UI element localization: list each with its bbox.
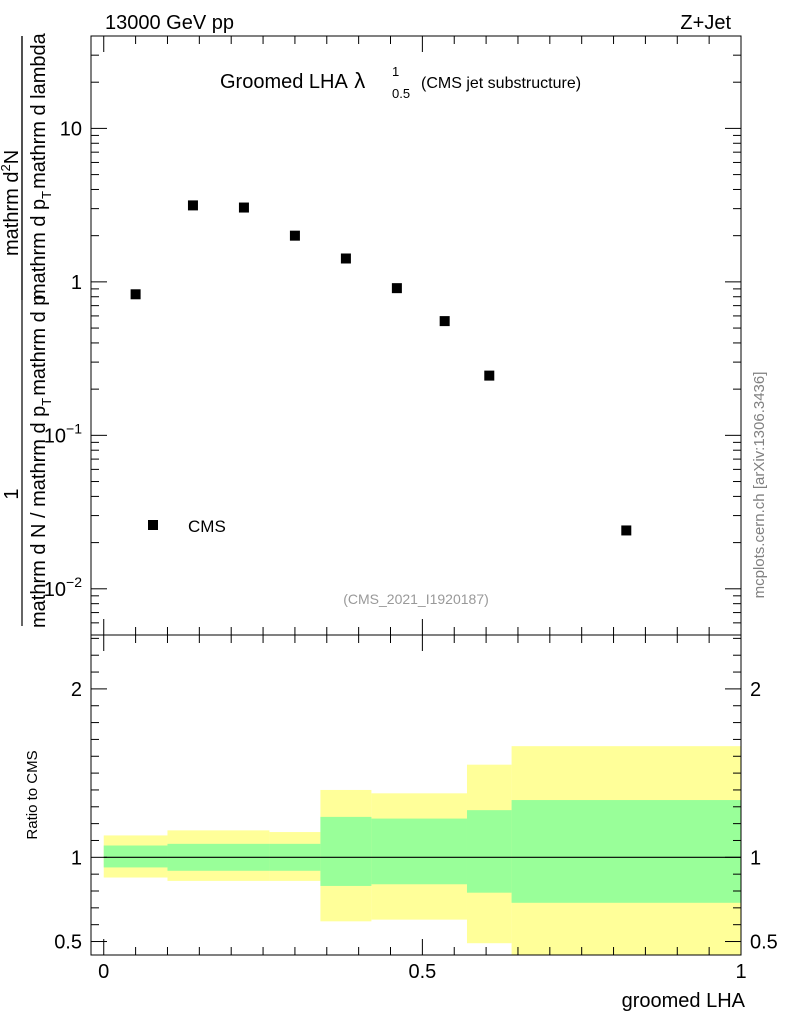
ratio-panel: 2 21 10.5 0.50 0.5 1: [54, 634, 778, 983]
plot-title: Groomed LHA λ: [220, 68, 365, 93]
plot-title-sup: 1: [392, 64, 399, 79]
inner-band-bin: [371, 818, 467, 885]
main-y-axis-label: 1 mathrm d N / mathrm d pTmathrm d p mat…: [0, 32, 54, 628]
y-tick-label: 10−2: [44, 574, 82, 601]
ratio-y-tick-label-left: 2: [71, 679, 82, 701]
ratio-y-label: Ratio to CMS: [24, 750, 41, 839]
x-tick-label: 0.5: [408, 961, 436, 983]
inner-band-bin: [320, 816, 372, 886]
data-point: [621, 525, 632, 536]
analysis-id: (CMS_2021_I1920187): [343, 591, 489, 607]
ratio-ticks: 2 21 10.5 0.50 0.5 1: [54, 635, 778, 983]
ratio-y-tick-label-left: 0.5: [54, 932, 82, 954]
legend-marker: [148, 520, 158, 530]
inner-band-bin: [511, 800, 741, 903]
data-point: [391, 283, 402, 294]
data-point: [340, 253, 351, 264]
plot-title-sub: 0.5: [392, 86, 410, 101]
inner-band-bin: [466, 810, 512, 893]
ratio-y-tick-label-right: 0.5: [750, 932, 778, 954]
main-frame: [90, 35, 742, 636]
main-ticks: 10 1 10−1 10−2: [44, 35, 742, 636]
y-tick-label: 1: [71, 272, 82, 294]
header-left: 13000 GeV pp: [105, 12, 234, 34]
ratio-y-tick-label-right: 1: [750, 847, 761, 869]
main-panel: 10 1 10−1 10−2 CMS (CMS_2021_I1920187): [44, 35, 742, 636]
x-axis-label: groomed LHA: [622, 990, 746, 1012]
y-label-inner-denominator: mathrm d pTmathrm d lambda: [28, 32, 54, 300]
inner-band-bin: [103, 845, 168, 868]
data-point: [238, 202, 249, 213]
y-tick-label: 10: [60, 118, 82, 140]
data-point: [289, 230, 300, 241]
data-point: [484, 370, 495, 381]
data-point: [439, 316, 450, 327]
legend-label: CMS: [188, 517, 226, 536]
ratio-y-tick-label-right: 2: [750, 679, 761, 701]
main-data-points: [130, 200, 632, 536]
y-label-denominator: mathrm d N / mathrm d pTmathrm d p: [28, 295, 54, 628]
header-right: Z+Jet: [680, 12, 731, 34]
y-label-inner-numerator: mathrm d2N: [0, 150, 23, 256]
y-label-numerator-one: 1: [1, 488, 23, 499]
ratio-frame: [90, 634, 742, 956]
ratio-y-tick-label-left: 1: [71, 847, 82, 869]
data-point: [130, 289, 141, 300]
x-tick-label: 1: [735, 961, 746, 983]
data-point: [187, 200, 198, 211]
ratio-bands: [103, 746, 741, 955]
watermark: mcplots.cern.ch [arXiv:1306.3436]: [751, 372, 768, 599]
x-tick-label: 0: [98, 961, 109, 983]
y-tick-label: 10−1: [44, 420, 82, 447]
plot-title-suffix: (CMS jet substructure): [421, 75, 581, 92]
